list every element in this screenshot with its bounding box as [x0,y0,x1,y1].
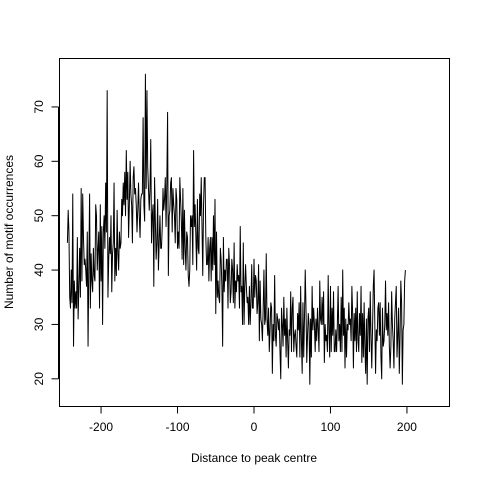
x-tick-label: -200 [89,420,113,434]
x-tick-label: 0 [251,420,258,434]
y-axis-label: Number of motif occurrences [2,155,16,309]
y-tick-label: 40 [32,263,46,277]
x-tick-label: 100 [320,420,340,434]
series-group [66,73,406,385]
x-axis-label: Distance to peak centre [191,451,317,465]
y-tick-label: 30 [32,317,46,331]
y-axis: 20 30 40 50 60 70 [32,100,59,386]
y-tick-label: 20 [32,372,46,386]
x-axis: -200 -100 0 100 200 [89,406,417,434]
y-tick-label: 70 [32,100,46,114]
x-tick-label: 200 [397,420,417,434]
y-tick-label: 50 [32,209,46,223]
y-tick-label: 60 [32,154,46,168]
x-tick-label: -100 [166,420,190,434]
series-line-0 [66,73,406,385]
